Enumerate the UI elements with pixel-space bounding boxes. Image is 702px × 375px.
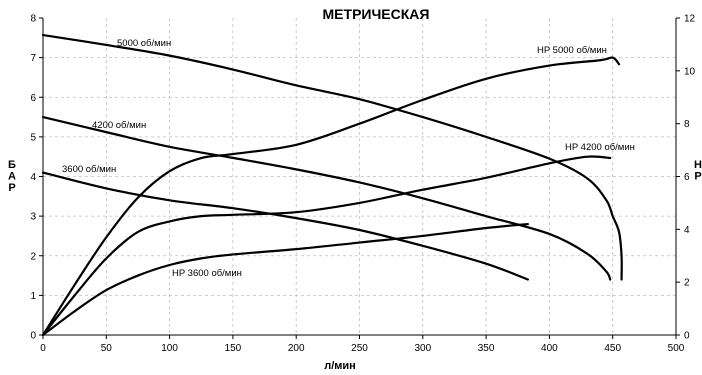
- x-tick-label: 250: [351, 343, 368, 354]
- y-right-tick-label: 12: [684, 14, 696, 25]
- x-tick-label: 450: [604, 343, 621, 354]
- series-labels: 5000 об/мин 4200 об/мин 3600 об/мин HP 5000…: [62, 38, 635, 279]
- series-line-6: [41, 222, 529, 337]
- series-line-5: [41, 155, 612, 337]
- x-tick-label: 50: [101, 343, 113, 354]
- x-tick-label: 100: [161, 343, 178, 354]
- y-right-tick-label: 8: [684, 119, 690, 130]
- chart-title: МЕТРИЧЕСКАЯ: [323, 6, 430, 22]
- series-line-4: [41, 56, 621, 337]
- series-label-4: HP 5000 об/мин: [537, 45, 607, 56]
- series-label-3: 3600 об/мин: [62, 164, 116, 175]
- x-axis-title: л/мин: [324, 360, 356, 372]
- y-left-tick-label: 0: [30, 331, 36, 342]
- y-left-tick-label: 6: [30, 93, 36, 104]
- y-right-tick-label: 10: [684, 66, 696, 77]
- grid: [43, 18, 676, 335]
- y-right-tick-label: 4: [684, 225, 690, 236]
- y-right-tick-label: 0: [684, 331, 690, 342]
- y-left-tick-label: 4: [30, 172, 36, 183]
- series-line-1: [41, 33, 623, 281]
- x-tick-label: 400: [541, 343, 558, 354]
- series: [41, 33, 623, 337]
- y-left-tick-label: 7: [30, 53, 36, 64]
- x-tick-label: 150: [225, 343, 242, 354]
- y-left-tick-label: 1: [30, 291, 36, 302]
- x-tick-label: 200: [288, 343, 305, 354]
- x-tick-label: 350: [478, 343, 495, 354]
- y-left-tick-label: 8: [30, 14, 36, 25]
- series-line-2: [41, 115, 612, 281]
- x-tick-label: 300: [414, 343, 431, 354]
- series-label-6: HP 3600 об/мин: [172, 268, 242, 279]
- y-left-tick-label: 3: [30, 212, 36, 223]
- y-right-tick-label: 6: [684, 172, 690, 183]
- y-left-tick-label: 5: [30, 132, 36, 143]
- y-right-tick-label: 2: [684, 278, 690, 289]
- y-left-tick-label: 2: [30, 251, 36, 262]
- x-tick-label: 0: [40, 343, 46, 354]
- series-label-2: 4200 об/мин: [92, 120, 146, 131]
- series-label-1: 5000 об/мин: [117, 38, 171, 49]
- series-label-5: HP 4200 об/мин: [565, 142, 635, 153]
- series-line-3: [41, 171, 529, 281]
- tick-labels: 0 50 100 150 200 250 300 350 400 450 5000123456780…: [30, 14, 695, 355]
- x-tick-label: 500: [668, 343, 685, 354]
